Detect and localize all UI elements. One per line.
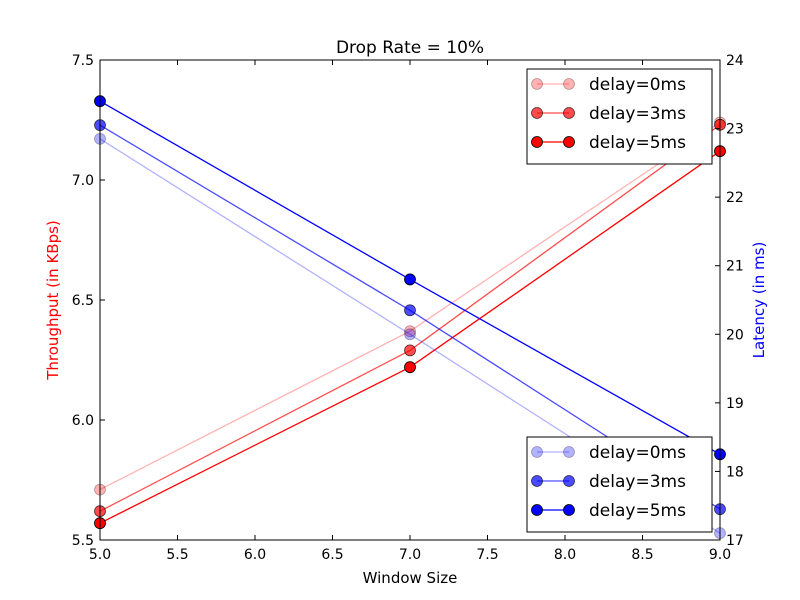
throughput-legend-label: delay=3ms — [589, 104, 686, 124]
throughput-legend-label: delay=0ms — [589, 75, 686, 95]
latency-legend-label: delay=5ms — [589, 501, 686, 521]
throughput-legend-label: delay=5ms — [589, 133, 686, 153]
y-left-tick-label: 6.5 — [72, 293, 94, 309]
legend-throughput: delay=0ms delay=3ms delay=5ms — [526, 68, 713, 165]
x-tick-label: 7.5 — [476, 547, 498, 563]
y-axis-right: 17 18 19 20 21 22 23 24 — [715, 53, 744, 549]
latency-point-1-1 — [404, 304, 416, 317]
x-tick-label: 8.5 — [631, 547, 653, 563]
latency-legend-marker — [563, 475, 575, 487]
y-left-tick-label: 6.0 — [72, 413, 94, 429]
latency-legend-label: delay=3ms — [589, 472, 686, 492]
x-tick-label: 7.0 — [399, 547, 421, 563]
latency-point-2-1 — [404, 273, 416, 286]
y-left-tick-label: 7.5 — [72, 53, 94, 69]
latency-point-0-1 — [404, 328, 416, 341]
throughput-legend-marker — [563, 107, 575, 119]
y-axis-left-title: Throughput (in KBps) — [44, 220, 62, 381]
x-tick-label: 5.0 — [89, 547, 111, 563]
y-right-tick-label: 21 — [726, 259, 744, 275]
y-right-tick-label: 17 — [726, 533, 744, 549]
x-tick-label: 9.0 — [709, 547, 731, 563]
legend-latency: delay=0ms delay=3ms delay=5ms — [526, 436, 713, 533]
y-right-tick-label: 18 — [726, 464, 744, 480]
y-right-tick-label: 24 — [726, 53, 744, 69]
throughput-point-1-1 — [404, 344, 416, 357]
y-axis-right-title: Latency (in ms) — [750, 242, 768, 359]
latency-legend-marker — [531, 504, 543, 516]
x-axis-title: Window Size — [363, 569, 458, 587]
x-axis: 5.0 5.5 6.0 6.5 7.0 7.5 8.0 8.5 9.0 — [89, 60, 731, 563]
x-tick-label: 6.0 — [244, 547, 266, 563]
throughput-line-0 — [99, 121, 721, 491]
throughput-legend-marker — [531, 78, 543, 90]
latency-legend-marker — [563, 446, 575, 458]
latency-legend-marker — [563, 504, 575, 516]
x-tick-label: 8.0 — [554, 547, 576, 563]
throughput-point-0-1 — [404, 325, 416, 338]
y-right-tick-label: 23 — [726, 122, 744, 138]
chart-title: Drop Rate = 10% — [336, 38, 484, 58]
y-axis-left: 5.5 6.0 6.5 7.0 7.5 — [72, 53, 105, 549]
throughput-legend-marker — [531, 107, 543, 119]
x-tick-label: 5.5 — [166, 547, 188, 563]
y-right-tick-label: 20 — [726, 327, 744, 343]
latency-legend-label: delay=0ms — [589, 443, 686, 463]
throughput-legend-marker — [563, 78, 575, 90]
y-left-tick-label: 7.0 — [72, 173, 94, 189]
latency-legend-box — [526, 436, 713, 533]
y-left-tick-label: 5.5 — [72, 533, 94, 549]
latency-legend-marker — [531, 446, 543, 458]
throughput-legend-box — [526, 68, 713, 165]
throughput-point-2-1 — [404, 361, 416, 374]
throughput-legend-marker — [531, 136, 543, 148]
latency-legend-marker — [531, 475, 543, 487]
y-right-tick-label: 22 — [726, 190, 744, 206]
throughput-legend-marker — [563, 136, 575, 148]
y-right-tick-label: 19 — [726, 396, 744, 412]
x-tick-label: 6.5 — [321, 547, 343, 563]
